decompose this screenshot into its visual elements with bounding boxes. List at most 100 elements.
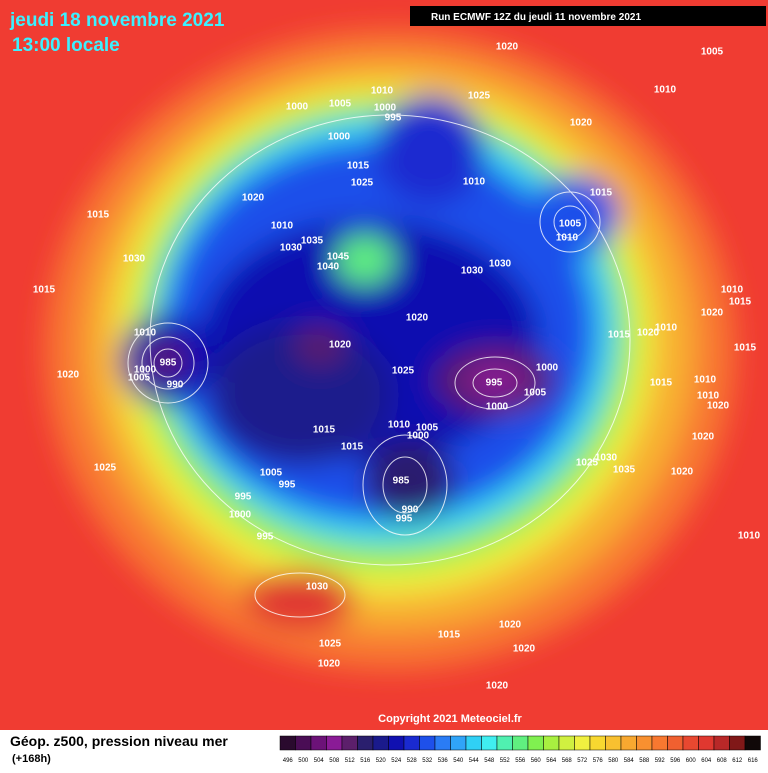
- isobar-label: 1015: [608, 330, 631, 341]
- isobar-label: 1020: [486, 681, 509, 692]
- scale-label: 564: [546, 758, 557, 764]
- isobar-label: 1020: [637, 328, 660, 339]
- scale-label: 576: [593, 758, 604, 764]
- isobar-label: 1020: [701, 308, 724, 319]
- isobar-label: 995: [396, 514, 413, 525]
- isobar-label: 1010: [654, 85, 677, 96]
- isobar-label: 1010: [697, 391, 720, 402]
- copyright: Copyright 2021 Meteociel.fr: [378, 713, 522, 725]
- isobar-label: 1010: [556, 233, 579, 244]
- isobar-label: 1015: [734, 343, 757, 354]
- isobar-label: 1010: [271, 221, 294, 232]
- isobar-label: 1020: [671, 467, 694, 478]
- isobar-label: 1000: [286, 102, 309, 113]
- isobar-label: 1030: [123, 254, 146, 265]
- scale-swatch: [589, 735, 606, 751]
- isobar-label: 1020: [513, 644, 536, 655]
- isobar-label: 1025: [94, 463, 117, 474]
- scale-swatch: [372, 735, 389, 751]
- isobar-label: 1010: [134, 328, 157, 339]
- header: jeudi 18 novembre 2021 13:00 locale Run …: [9, 6, 766, 56]
- isobar-label: 1005: [524, 388, 547, 399]
- isobar-label: 1020: [496, 42, 519, 53]
- scale-swatch: [465, 735, 482, 751]
- scale-swatch: [403, 735, 420, 751]
- isobar-label: 1010: [371, 86, 394, 97]
- scale-label: 532: [422, 758, 433, 764]
- scale-swatch: [419, 735, 436, 751]
- scale-swatch: [744, 735, 761, 751]
- scale-label: 544: [469, 758, 480, 764]
- isobar-label: 1010: [655, 323, 678, 334]
- isobar-label: 1030: [489, 259, 512, 270]
- isobar-label: 1005: [416, 423, 439, 434]
- scale-label: 508: [329, 758, 340, 764]
- scale-swatch: [698, 735, 715, 751]
- scale-swatch: [667, 735, 684, 751]
- isobar-label: 1000: [486, 402, 509, 413]
- isobar-label: 1005: [559, 219, 582, 230]
- isobar-label: 1020: [57, 370, 80, 381]
- scale-label: 540: [453, 758, 464, 764]
- isobar-label: 1015: [87, 210, 110, 221]
- run-info: Run ECMWF 12Z du jeudi 11 novembre 2021: [431, 12, 641, 23]
- isobar-label: 1015: [33, 285, 56, 296]
- isobar-label: 1025: [351, 178, 374, 189]
- scale-label: 536: [438, 758, 449, 764]
- scale-swatch: [434, 735, 451, 751]
- isobar-label: 1010: [694, 375, 717, 386]
- isobar-label: 1000: [536, 363, 559, 374]
- scale-label: 512: [345, 758, 356, 764]
- scale-label: 580: [608, 758, 619, 764]
- scale-label: 520: [376, 758, 387, 764]
- lead-time: (+168h): [12, 753, 51, 765]
- scale-swatch: [295, 735, 312, 751]
- isobar-label: 1000: [328, 132, 351, 143]
- scale-label: 612: [732, 758, 743, 764]
- scale-label: 560: [531, 758, 542, 764]
- isobar-label: 1020: [692, 432, 715, 443]
- isobar-label: 1025: [576, 458, 599, 469]
- isobar-label: 1005: [128, 373, 151, 384]
- scale-swatch: [729, 735, 746, 751]
- date: jeudi 18 novembre 2021: [9, 10, 225, 31]
- scale-label: 600: [686, 758, 697, 764]
- isobar-label: 1010: [721, 285, 744, 296]
- color-scale: 496 500 504 508 512 516 520 524 528 532 536 540 544 5…: [279, 735, 761, 764]
- isobar-label: 1010: [388, 420, 411, 431]
- scale-label: 552: [500, 758, 511, 764]
- scale-swatch: [651, 735, 668, 751]
- isobar-label: 1020: [570, 118, 593, 129]
- isobar-label: 995: [486, 378, 503, 389]
- isobar-label: 1035: [613, 465, 636, 476]
- footer-title: Géop. z500, pression niveau mer: [10, 733, 228, 749]
- isobar-label: 1015: [729, 297, 752, 308]
- isobar-label: 985: [160, 358, 177, 369]
- scale-label: 524: [391, 758, 402, 764]
- scale-swatch: [279, 735, 296, 751]
- scale-swatch: [636, 735, 653, 751]
- isobar-label: 1020: [242, 193, 265, 204]
- scale-label: 592: [655, 758, 666, 764]
- scale-label: 604: [701, 758, 712, 764]
- isobar-label: 1000: [407, 431, 430, 442]
- scale-swatch: [496, 735, 513, 751]
- isobar-label: 1000: [374, 103, 397, 114]
- isobar-label: 1015: [650, 378, 673, 389]
- scale-swatch: [527, 735, 544, 751]
- scale-swatch: [682, 735, 699, 751]
- scale-swatch: [543, 735, 560, 751]
- isobar-label: 995: [235, 492, 252, 503]
- time: 13:00 locale: [12, 35, 120, 56]
- isobar-label: 1010: [463, 177, 486, 188]
- isobar-label: 1020: [707, 401, 730, 412]
- scale-label: 496: [283, 758, 294, 764]
- isobar-label: 990: [167, 380, 184, 391]
- isobar-label: 990: [402, 505, 419, 516]
- isobar-label: 1020: [318, 659, 341, 670]
- isobar-label: 1005: [701, 47, 724, 58]
- isobar-label: 1015: [313, 425, 336, 436]
- scale-swatch: [512, 735, 529, 751]
- scale-swatch: [310, 735, 327, 751]
